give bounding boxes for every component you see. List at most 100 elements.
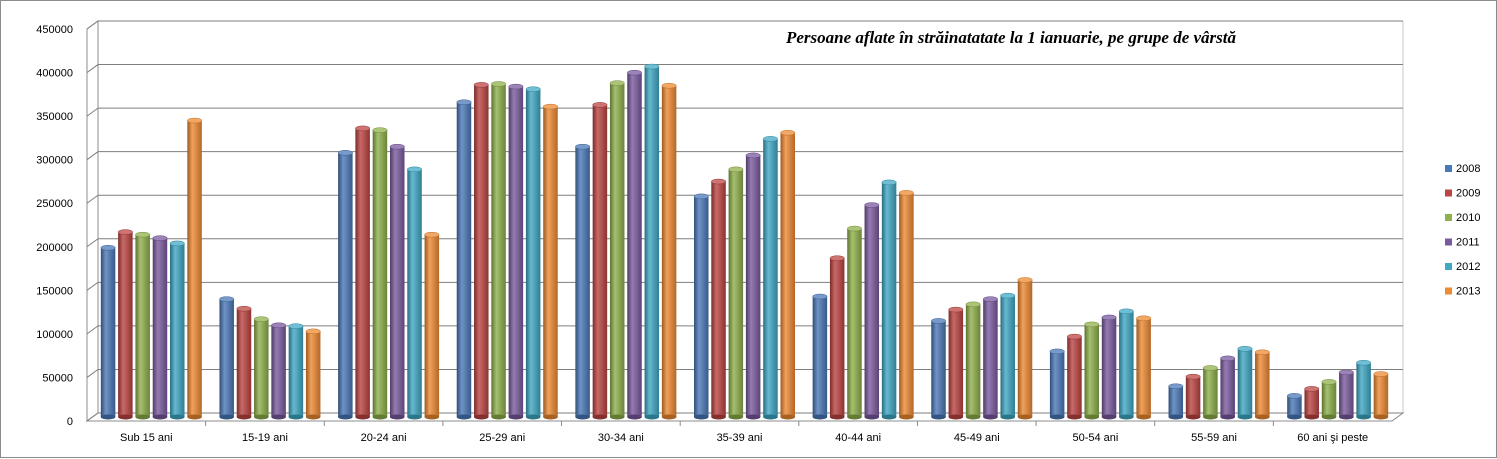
bar-body (1084, 324, 1100, 417)
bar-cap (745, 152, 761, 159)
bar-base (1067, 414, 1082, 420)
bar-cap (948, 306, 964, 313)
bar (1373, 371, 1389, 420)
bar-base (187, 414, 202, 420)
bar-cap (728, 166, 744, 173)
bar-base (728, 414, 744, 420)
x-tick-label: 35-39 ani (717, 432, 763, 444)
bar-cap (846, 225, 862, 232)
bar (575, 143, 591, 420)
bar (1136, 315, 1152, 420)
bar-cap (1168, 383, 1184, 390)
bar-cap (1338, 369, 1354, 376)
bar-cap (152, 235, 168, 241)
bar-base (661, 414, 677, 420)
bar-body (1168, 386, 1184, 417)
bar-body (525, 89, 541, 418)
bar-cap (780, 130, 796, 136)
bar-body (864, 205, 880, 417)
bar (898, 190, 914, 420)
bar (1254, 349, 1270, 420)
bar-cap (117, 229, 133, 235)
bar-body (474, 84, 489, 418)
bar-cap (424, 231, 440, 238)
bar (1000, 292, 1016, 420)
y-tick-label: 350000 (36, 111, 73, 123)
bar-body (219, 299, 234, 417)
bar-base (355, 414, 370, 420)
bar-base (338, 414, 353, 420)
bar (948, 306, 964, 420)
bar-cap (508, 83, 524, 90)
bar-base (407, 414, 422, 420)
bar-cap (219, 296, 235, 302)
side-wall (86, 20, 99, 422)
bar-base (525, 414, 541, 420)
bar (1220, 355, 1236, 420)
bar-cap (236, 305, 252, 312)
bar-base (170, 414, 185, 420)
bar (965, 301, 981, 420)
bar-body (627, 72, 642, 418)
bar (456, 99, 472, 420)
bar-base (864, 414, 880, 420)
bar-base (271, 414, 286, 420)
bar-cap (575, 143, 591, 150)
bar (1356, 359, 1372, 420)
bar-cap (1356, 359, 1372, 366)
bar-base (543, 414, 558, 420)
bar-body (1304, 388, 1319, 417)
legend-item: 2009 (1445, 188, 1480, 200)
bar-body (543, 106, 558, 418)
bar-cap (711, 178, 727, 185)
y-tick-label: 50000 (42, 372, 73, 384)
bar (693, 193, 709, 420)
bar-base (1356, 414, 1371, 420)
bar-base (118, 414, 133, 420)
y-tick-label: 0 (67, 416, 73, 428)
bar-body (1119, 311, 1134, 417)
bar (745, 152, 761, 420)
bar-cap (1304, 386, 1320, 392)
bar-body (1136, 318, 1151, 417)
bar-base (847, 414, 862, 420)
bar-base (1185, 414, 1201, 420)
bar-base (694, 414, 709, 420)
x-tick-label: 50-54 ani (1072, 432, 1118, 444)
x-tick-label: 40-44 ani (835, 432, 881, 444)
bar-cap (525, 86, 541, 92)
bar-body (508, 86, 524, 417)
bar-cap (592, 102, 608, 108)
bar (525, 86, 541, 420)
bar (661, 82, 677, 420)
bar-body (100, 247, 116, 417)
bar-body (899, 192, 914, 417)
bar (812, 293, 828, 420)
bar-body (1255, 352, 1270, 417)
bar-cap (1084, 321, 1100, 328)
bar-body (355, 128, 370, 417)
x-tick-label: 60 ani şi peste (1297, 432, 1368, 444)
x-axis-tick-labels: Sub 15 ani 15-19 ani 20-24 ani 25-29 ani 30-… (120, 421, 1368, 444)
bar-body (965, 304, 981, 417)
bar-body (424, 234, 440, 417)
gridline (86, 194, 1403, 204)
bar-body (812, 296, 828, 417)
legend-label: 2013 (1456, 286, 1480, 298)
bar-base (931, 414, 946, 420)
bar-cap (1321, 379, 1337, 385)
bar-cap (187, 117, 203, 124)
bar-base (1237, 414, 1253, 420)
bar-base (965, 414, 981, 420)
bar-cap (1237, 346, 1253, 352)
bar-cap (1066, 333, 1082, 340)
bar-base (592, 414, 608, 420)
bar-cap (1220, 355, 1236, 362)
bar-base (812, 414, 828, 420)
bar-body (187, 120, 202, 417)
bar-cap (1373, 371, 1389, 377)
bar-base (1339, 414, 1354, 420)
bar-body (254, 319, 269, 417)
bar-base (1136, 414, 1151, 420)
bar-base (1304, 414, 1319, 420)
